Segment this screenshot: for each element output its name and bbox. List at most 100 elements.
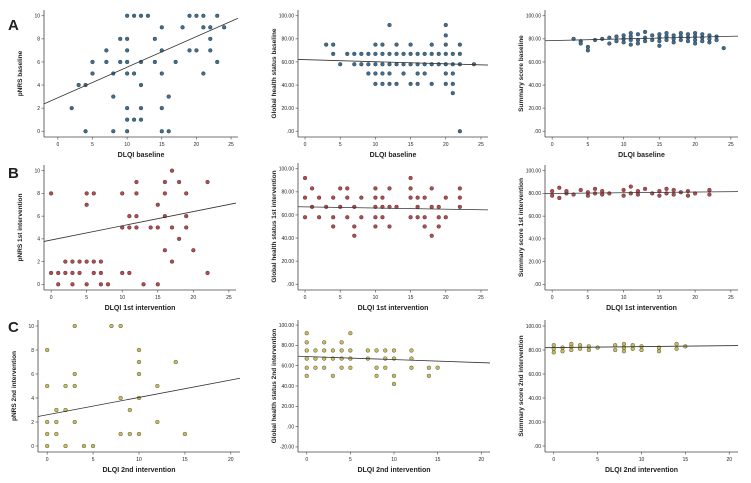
data-point (457, 129, 462, 134)
y-axis-title: Global health status 2nd intervention (271, 329, 278, 444)
data-point (134, 225, 139, 230)
data-point (208, 36, 213, 41)
data-point (56, 270, 61, 276)
data-point (391, 373, 397, 378)
y-tick-label: 100.00 (526, 324, 542, 330)
data-point (450, 51, 455, 56)
data-point (187, 48, 192, 53)
data-point (127, 270, 132, 276)
data-point (84, 202, 89, 207)
data-point (69, 106, 74, 111)
data-point (104, 59, 109, 65)
data-point (408, 195, 413, 200)
x-tick-label: 15 (657, 295, 663, 301)
data-point (642, 186, 648, 191)
data-point (152, 36, 157, 41)
y-tick-label: 80.00 (281, 190, 294, 196)
y-tick-label: 80.00 (528, 37, 541, 43)
data-point (70, 282, 75, 287)
data-point (383, 365, 388, 370)
y-tick-label: 20.00 (281, 404, 294, 410)
data-point (429, 51, 434, 56)
data-point (125, 106, 130, 111)
data-point (394, 42, 399, 47)
x-tick-label: 20 (726, 457, 732, 463)
y-axis-title: pNRS baseline (17, 50, 24, 96)
data-point (120, 270, 125, 276)
data-point (184, 214, 189, 219)
data-point (450, 71, 455, 76)
data-point (621, 345, 627, 350)
data-point (201, 71, 206, 76)
data-point (642, 35, 648, 40)
y-tick-label: 10 (34, 14, 40, 20)
y-tick-label: 80.00 (528, 191, 541, 197)
data-point (118, 59, 123, 65)
data-point (707, 187, 712, 193)
data-point (373, 51, 378, 56)
data-point (111, 129, 116, 134)
data-point (120, 191, 125, 196)
y-tick-label: 0 (37, 282, 40, 288)
x-tick-label: 10 (124, 142, 130, 148)
data-point (166, 94, 171, 99)
data-point (592, 37, 598, 43)
x-tick-label: 25 (478, 142, 484, 148)
data-point (560, 349, 565, 354)
data-point (671, 40, 676, 45)
data-point (443, 22, 448, 28)
data-point (194, 48, 199, 53)
data-point (201, 13, 206, 18)
x-tick-label: 15 (155, 295, 161, 301)
x-tick-label: 15 (435, 457, 441, 463)
data-point (84, 191, 89, 196)
data-point (408, 81, 413, 86)
data-point (664, 31, 669, 36)
data-point (322, 365, 327, 370)
data-point (621, 187, 626, 193)
data-point (348, 348, 353, 353)
data-point (90, 71, 95, 76)
data-point (586, 347, 591, 353)
data-point (91, 259, 96, 264)
y-tick-label: .00 (534, 444, 541, 450)
data-point (373, 186, 378, 191)
data-point (331, 42, 336, 47)
y-tick-label: 60.00 (281, 363, 294, 369)
data-point (621, 40, 626, 45)
data-point (331, 51, 336, 56)
data-point (443, 51, 448, 56)
y-tick-label: 100.00 (279, 14, 295, 20)
data-point (700, 39, 705, 44)
x-tick-label: 20 (228, 457, 234, 463)
data-point (352, 233, 357, 238)
data-point (302, 195, 308, 200)
data-point (180, 25, 185, 30)
data-point (136, 347, 142, 353)
scatter-chart-c3: 0 5 10 15 20.0020.0040.0060.0080.00100.00DLQ… (518, 320, 739, 474)
x-axis-title: DLQI 2nd intervention (357, 467, 430, 474)
data-point (138, 82, 144, 88)
data-point (304, 373, 309, 378)
y-tick-label: 40.00 (281, 384, 294, 390)
y-tick-label: 40.00 (281, 83, 294, 89)
data-point (182, 431, 187, 437)
x-tick-label: 0 (304, 295, 307, 301)
data-point (693, 34, 698, 39)
x-tick-label: 0 (56, 142, 59, 148)
data-point (63, 443, 68, 449)
data-point (621, 193, 626, 198)
data-point (657, 43, 662, 48)
y-axis-title: Global health status 1st intervention (271, 170, 278, 282)
data-point (72, 323, 77, 329)
data-point (374, 365, 379, 370)
data-point (628, 184, 633, 189)
data-point (191, 248, 196, 253)
data-point (664, 37, 669, 43)
data-point (429, 233, 434, 238)
data-point (76, 82, 81, 88)
data-point (551, 343, 556, 348)
data-point (134, 179, 139, 185)
y-tick-label: 8 (31, 348, 34, 354)
x-tick-label: 0 (305, 457, 308, 463)
